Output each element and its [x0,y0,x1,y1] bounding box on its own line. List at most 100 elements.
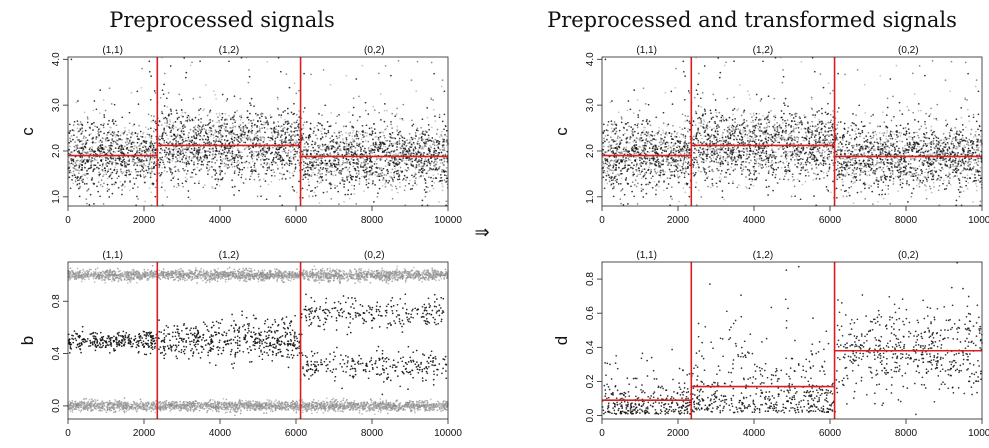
scatter-point [101,169,103,171]
scatter-point [251,169,253,171]
scatter-point [310,152,313,155]
scatter-point [199,107,202,110]
scatter-point [336,268,338,271]
scatter-point [206,139,209,142]
scatter-point [266,169,268,172]
scatter-point [263,121,265,124]
scatter-point [345,158,348,161]
scatter-point [149,158,152,160]
scatter-point [302,174,305,176]
scatter-point [315,164,318,166]
scatter-point [178,116,180,119]
scatter-point [128,129,130,132]
scatter-point [111,153,113,156]
scatter-point [240,133,243,136]
scatter-point [224,147,227,149]
scatter-point [274,162,277,164]
scatter-point [254,168,257,171]
scatter-point [365,135,368,137]
scatter-point [193,182,196,185]
scatter-point [214,153,217,156]
scatter-point [282,123,285,126]
scatter-point [166,156,169,159]
scatter-point [432,177,435,180]
scatter-point [353,152,355,155]
scatter-point [236,133,239,136]
scatter-point [143,176,145,179]
scatter-point [146,171,149,174]
scatter-point [270,180,273,183]
scatter-point [396,163,399,166]
scatter-point [313,161,315,164]
scatter-point [269,152,272,155]
scatter-point [149,167,151,170]
scatter-point [225,163,227,166]
scatter-point [393,142,395,145]
scatter-point [323,269,326,272]
scatter-point [437,173,439,175]
scatter-point [92,129,94,131]
scatter-point [268,167,270,170]
scatter-point [265,198,268,201]
scatter-point [325,135,327,138]
scatter-point [279,156,282,159]
scatter-point [286,131,289,134]
scatter-point [431,137,434,139]
scatter-point [225,100,228,102]
scatter-point [412,148,415,151]
scatter-point [242,128,245,130]
scatter-point [68,167,71,169]
scatter-point [142,167,145,169]
scatter-point [288,164,291,167]
scatter-point [349,132,352,134]
scatter-point [339,181,341,184]
scatter-point [387,151,389,154]
scatter-point [182,130,185,133]
scatter-point [348,134,351,137]
scatter-point [130,91,133,94]
scatter-point [171,155,174,158]
scatter-point [212,140,215,142]
scatter-point [301,176,304,178]
scatter-point [142,174,145,176]
scatter-point [325,132,328,135]
scatter-point [148,70,151,73]
scatter-point [119,168,122,171]
scatter-point [204,131,207,133]
scatter-point [436,157,439,160]
scatter-point [256,195,259,198]
scatter-point [438,152,441,154]
scatter-point [321,175,323,178]
scatter-point [346,179,349,181]
scatter-point [232,118,234,120]
scatter-point [103,114,106,116]
scatter-point [231,186,234,188]
scatter-point [89,193,92,196]
scatter-point [193,163,195,166]
scatter-point [331,140,333,142]
scatter-point [311,140,314,143]
scatter-point [121,161,124,163]
scatter-point [371,151,374,154]
scatter-point [338,131,340,134]
scatter-point [344,147,347,150]
scatter-point [101,137,104,139]
scatter-point [121,132,124,135]
scatter-point [331,164,333,167]
scatter-point [290,163,293,165]
scatter-point [199,96,201,99]
scatter-point [180,99,183,101]
scatter-point [208,122,210,125]
scatter-point [215,147,218,150]
scatter-point [84,143,87,146]
scatter-point [139,164,141,167]
scatter-point [185,172,188,175]
scatter-point [181,125,184,128]
scatter-point [182,148,184,150]
scatter-point [84,146,86,148]
scatter-point [330,112,333,114]
scatter-point [172,127,175,130]
scatter-point [398,178,401,181]
scatter-point [179,135,182,137]
scatter-point [429,164,432,166]
